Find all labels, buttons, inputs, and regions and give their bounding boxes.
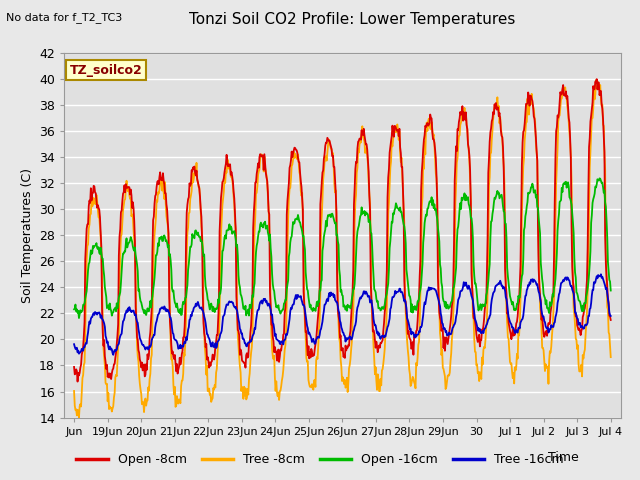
Open -8cm xyxy=(70,364,78,370)
Tree -8cm xyxy=(75,415,83,420)
Open -16cm xyxy=(75,315,83,321)
Open -8cm xyxy=(74,379,81,384)
Tree -8cm xyxy=(280,367,287,373)
Open -16cm xyxy=(232,244,240,250)
Text: No data for f_T2_TC3: No data for f_T2_TC3 xyxy=(6,12,123,23)
Tree -16cm xyxy=(597,271,605,277)
Legend: Open -8cm, Tree -8cm, Open -16cm, Tree -16cm: Open -8cm, Tree -8cm, Open -16cm, Tree -… xyxy=(72,448,568,471)
Tree -8cm xyxy=(398,169,406,175)
Text: TZ_soilco2: TZ_soilco2 xyxy=(70,64,142,77)
Open -16cm xyxy=(398,214,406,220)
Open -8cm xyxy=(280,332,287,337)
Tree -8cm xyxy=(592,77,600,83)
Open -16cm xyxy=(596,176,604,181)
Open -8cm xyxy=(607,317,614,323)
Tree -16cm xyxy=(398,289,406,295)
Tree -8cm xyxy=(232,246,240,252)
Tree -8cm xyxy=(134,353,141,359)
Tree -16cm xyxy=(70,341,78,347)
Tree -8cm xyxy=(428,126,436,132)
Tree -8cm xyxy=(607,354,614,360)
Open -16cm xyxy=(428,203,436,208)
Tree -16cm xyxy=(109,352,117,358)
Y-axis label: Soil Temperatures (C): Soil Temperatures (C) xyxy=(20,168,33,303)
Open -16cm xyxy=(259,225,267,230)
Tree -16cm xyxy=(428,286,436,291)
Text: Tonzi Soil CO2 Profile: Lower Temperatures: Tonzi Soil CO2 Profile: Lower Temperatur… xyxy=(189,12,515,27)
Tree -8cm xyxy=(259,156,267,161)
Line: Tree -8cm: Tree -8cm xyxy=(74,80,611,418)
Open -16cm xyxy=(280,307,287,312)
Text: Time: Time xyxy=(548,451,579,464)
Line: Open -8cm: Open -8cm xyxy=(74,79,611,382)
Tree -16cm xyxy=(134,320,141,325)
Tree -16cm xyxy=(280,342,287,348)
Open -16cm xyxy=(607,288,614,293)
Open -8cm xyxy=(134,336,141,342)
Line: Tree -16cm: Tree -16cm xyxy=(74,274,611,355)
Tree -16cm xyxy=(607,313,614,319)
Open -8cm xyxy=(428,130,436,135)
Open -8cm xyxy=(259,153,267,158)
Open -16cm xyxy=(134,268,141,274)
Open -8cm xyxy=(593,76,600,82)
Line: Open -16cm: Open -16cm xyxy=(74,179,611,318)
Open -16cm xyxy=(70,306,78,312)
Tree -16cm xyxy=(232,307,240,312)
Open -8cm xyxy=(398,164,406,170)
Open -8cm xyxy=(232,294,240,300)
Tree -16cm xyxy=(259,299,267,304)
Tree -8cm xyxy=(70,388,78,394)
